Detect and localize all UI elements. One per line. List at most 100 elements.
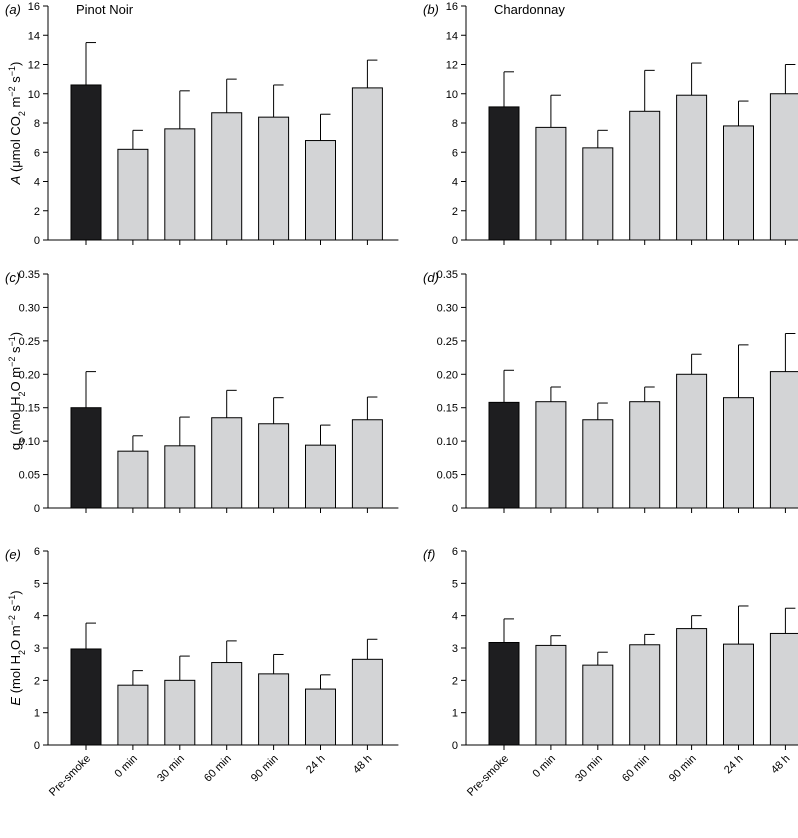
y-tick-label: 0: [452, 235, 458, 247]
bar-90-min: [676, 628, 708, 746]
y-axis-label-part: s: [8, 605, 23, 616]
y-axis-label-part: −1: [7, 595, 17, 605]
y-tick-label: 0: [452, 740, 458, 752]
y-tick-label: 0.30: [437, 302, 458, 314]
bar-24-h: [305, 140, 336, 241]
chart-title: Pinot Noir: [76, 2, 134, 17]
bar-0-min: [117, 148, 149, 241]
y-tick-label: 0.20: [19, 369, 40, 381]
bar-0-min: [535, 401, 567, 509]
bar-90-min: [676, 373, 708, 509]
y-axis-label-part: 2: [17, 391, 27, 396]
x-category-label: 24 h: [304, 753, 328, 777]
y-axis-label-part: s: [8, 346, 23, 357]
bar-pre-smoke: [70, 84, 102, 241]
panel-label: (d): [423, 270, 439, 285]
bar-30-min: [164, 679, 196, 746]
y-tick-label: 0.25: [19, 336, 40, 348]
y-tick-label: 2: [452, 206, 458, 218]
chart-panel-5: 0 1 2 3 4 5 6 Pre-smoke 0 min 30 min 60 min 90 min 2…: [5, 546, 399, 799]
y-axis-label-part: O m: [8, 367, 23, 392]
bar-pre-smoke: [488, 106, 520, 241]
y-axis-label-part: ): [8, 62, 23, 66]
bar-48-h: [351, 419, 383, 509]
y-tick-label: 14: [28, 30, 40, 42]
chart-panel-2: 0 2 4 6 8 10 12 14 16 (b) Chardonnay: [423, 1, 798, 247]
y-tick-label: 4: [452, 611, 458, 623]
y-tick-label: 10: [28, 89, 40, 101]
chart-panel-4: 0 0.05 0.10 0.15 0.20 0.25 0.30 0.35(d): [423, 269, 798, 515]
y-axis-label-part: m: [8, 97, 23, 111]
bar-90-min: [258, 423, 290, 509]
y-tick-label: 0.10: [437, 436, 458, 448]
y-tick-label: 1: [452, 708, 458, 720]
y-axis-label-part: 2: [17, 650, 27, 655]
bar-0-min: [117, 684, 149, 746]
y-axis-label-part: −1: [7, 336, 17, 346]
y-axis-label-part: O m: [8, 625, 23, 650]
y-axis-label-part: −2: [7, 357, 17, 367]
bar-24-h: [723, 643, 754, 746]
bar-90-min: [258, 673, 290, 746]
y-axis-label-part: (mol H: [8, 655, 23, 697]
y-axis-label-part: ): [8, 590, 23, 594]
y-tick-label: 0: [34, 740, 40, 752]
bar-90-min: [258, 116, 290, 241]
x-category-label: Pre-smoke: [465, 753, 511, 799]
y-tick-label: 0.35: [437, 269, 458, 281]
y-tick-label: 0.15: [19, 403, 40, 415]
bar-48-h: [351, 658, 383, 746]
x-category-label: 30 min: [573, 753, 605, 785]
y-tick-label: 0.05: [19, 470, 40, 482]
panel-label: (c): [5, 270, 20, 285]
y-tick-label: 4: [34, 177, 40, 189]
y-tick-label: 0.15: [437, 403, 458, 415]
y-axis-label-part: (mol H: [8, 396, 23, 438]
panel-label: (e): [5, 547, 21, 562]
y-tick-label: 5: [34, 578, 40, 590]
y-axis-label-part: −2: [7, 615, 17, 625]
y-tick-label: 6: [34, 546, 40, 558]
bar-60-min: [211, 112, 243, 241]
x-category-label: 90 min: [249, 753, 281, 785]
y-axis-label: E (mol H2O m−2 s−1): [7, 590, 27, 705]
y-tick-label: 0: [34, 235, 40, 247]
y-tick-label: 3: [34, 643, 40, 655]
y-tick-label: 6: [452, 546, 458, 558]
x-category-label: 60 min: [620, 753, 652, 785]
bar-60-min: [629, 401, 661, 509]
bar-pre-smoke: [488, 642, 520, 746]
y-axis-label-part: g: [8, 443, 23, 450]
chart-title: Chardonnay: [494, 2, 565, 17]
bar-0-min: [535, 126, 567, 241]
x-category-label: 48 h: [769, 753, 793, 777]
bar-0-min: [535, 644, 567, 746]
y-axis-label-part: ): [8, 332, 23, 336]
x-category-label: 0 min: [531, 753, 559, 781]
bar-30-min: [164, 445, 196, 509]
y-tick-label: 3: [452, 643, 458, 655]
y-tick-label: 0: [34, 503, 40, 515]
y-tick-label: 2: [34, 675, 40, 687]
y-axis-label-part: −1: [7, 66, 17, 76]
y-tick-label: 14: [446, 30, 458, 42]
x-category-label: Pre-smoke: [47, 753, 93, 799]
y-tick-label: 0.30: [19, 302, 40, 314]
y-tick-label: 4: [452, 177, 458, 189]
y-tick-label: 12: [28, 60, 40, 72]
y-tick-label: 12: [446, 60, 458, 72]
bar-30-min: [164, 128, 196, 241]
bar-pre-smoke: [70, 407, 102, 509]
y-tick-label: 6: [34, 147, 40, 159]
y-tick-label: 0.35: [19, 269, 40, 281]
y-tick-label: 2: [452, 675, 458, 687]
y-axis-label-part: A: [8, 176, 23, 186]
bar-24-h: [723, 397, 754, 509]
panel-label: (f): [423, 547, 435, 562]
y-tick-label: 4: [34, 611, 40, 623]
y-axis-label: gs (mol H2O m−2 s−1): [7, 332, 27, 450]
y-tick-label: 1: [34, 708, 40, 720]
x-category-label: 90 min: [667, 753, 699, 785]
